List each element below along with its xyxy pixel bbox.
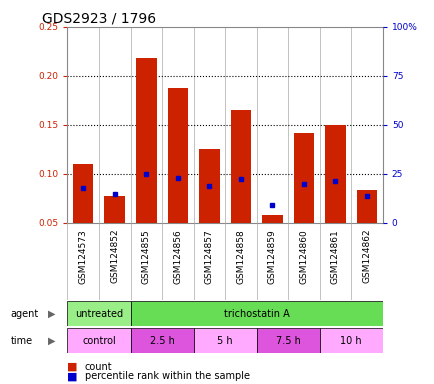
Text: GSM124857: GSM124857 bbox=[204, 229, 214, 284]
Text: ▶: ▶ bbox=[48, 309, 55, 319]
Bar bbox=[130, 328, 193, 353]
Bar bbox=[356, 190, 376, 223]
Text: untreated: untreated bbox=[75, 309, 123, 319]
Text: ■: ■ bbox=[67, 362, 78, 372]
Text: 5 h: 5 h bbox=[217, 336, 232, 346]
Bar bbox=[67, 301, 130, 326]
Bar bbox=[104, 196, 125, 223]
Text: ▶: ▶ bbox=[48, 336, 55, 346]
Bar bbox=[193, 328, 256, 353]
Text: 10 h: 10 h bbox=[340, 336, 361, 346]
Text: agent: agent bbox=[11, 309, 39, 319]
Text: GSM124862: GSM124862 bbox=[362, 229, 371, 283]
Text: GSM124859: GSM124859 bbox=[267, 229, 276, 284]
Text: time: time bbox=[11, 336, 33, 346]
Text: GSM124861: GSM124861 bbox=[330, 229, 339, 284]
Text: GSM124856: GSM124856 bbox=[173, 229, 182, 284]
Text: trichostatin A: trichostatin A bbox=[223, 309, 289, 319]
Text: GDS2923 / 1796: GDS2923 / 1796 bbox=[42, 12, 156, 26]
Text: ■: ■ bbox=[67, 371, 78, 381]
Bar bbox=[293, 132, 313, 223]
Text: count: count bbox=[85, 362, 112, 372]
Text: percentile rank within the sample: percentile rank within the sample bbox=[85, 371, 249, 381]
Text: GSM124860: GSM124860 bbox=[299, 229, 308, 284]
Bar bbox=[319, 328, 382, 353]
Text: GSM124855: GSM124855 bbox=[141, 229, 151, 284]
Bar bbox=[67, 328, 130, 353]
Text: GSM124858: GSM124858 bbox=[236, 229, 245, 284]
Text: GSM124573: GSM124573 bbox=[79, 229, 88, 284]
Bar bbox=[230, 110, 250, 223]
Bar bbox=[167, 88, 187, 223]
Text: 7.5 h: 7.5 h bbox=[275, 336, 300, 346]
Bar bbox=[199, 149, 219, 223]
Bar bbox=[136, 58, 156, 223]
Text: GSM124852: GSM124852 bbox=[110, 229, 119, 283]
Bar bbox=[256, 328, 319, 353]
Text: control: control bbox=[82, 336, 115, 346]
Bar bbox=[325, 125, 345, 223]
Bar bbox=[130, 301, 382, 326]
Bar bbox=[262, 215, 282, 223]
Text: 2.5 h: 2.5 h bbox=[149, 336, 174, 346]
Bar bbox=[73, 164, 93, 223]
